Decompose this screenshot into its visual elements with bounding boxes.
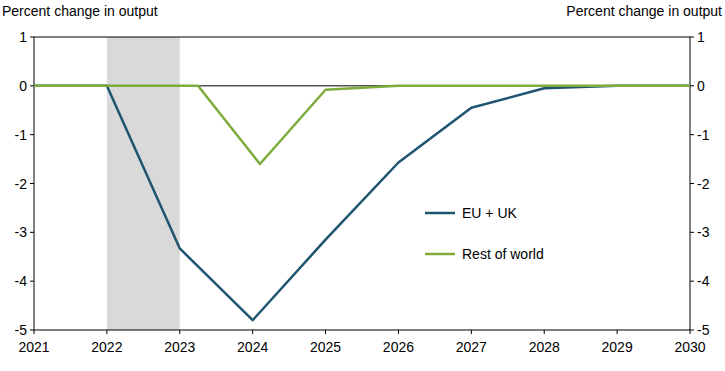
lines-group xyxy=(34,86,690,320)
y-tick-label: -1 xyxy=(15,127,28,143)
shaded-period xyxy=(107,37,180,330)
y-tick-label: -4 xyxy=(15,273,28,289)
y-tick xyxy=(30,330,34,331)
legend-label: EU + UK xyxy=(462,205,518,221)
x-tick-label: 2029 xyxy=(602,339,633,355)
y2-tick-label: 0 xyxy=(697,78,705,94)
x-tick-label: 2026 xyxy=(383,339,414,355)
y2-tick xyxy=(690,134,694,135)
x-tick xyxy=(471,330,472,334)
x-tick xyxy=(252,330,253,334)
x-tick xyxy=(34,330,35,334)
y2-tick-label: -5 xyxy=(697,322,710,338)
y2-tick-label: -4 xyxy=(697,273,710,289)
legend-label: Rest of world xyxy=(462,246,544,262)
x-tick-label: 2021 xyxy=(18,339,49,355)
y2-tick xyxy=(690,37,694,38)
y-tick xyxy=(30,183,34,184)
y-tick xyxy=(30,85,34,86)
x-tick xyxy=(398,330,399,334)
y2-tick xyxy=(690,281,694,282)
y-tick xyxy=(30,134,34,135)
x-tick-label: 2030 xyxy=(674,339,705,355)
y2-tick xyxy=(690,330,694,331)
shade-group xyxy=(107,37,180,330)
y2-tick-label: 1 xyxy=(697,29,705,45)
y2-tick xyxy=(690,183,694,184)
y-tick-label: -3 xyxy=(15,224,28,240)
y-tick-label: -5 xyxy=(15,322,28,338)
x-tick-label: 2024 xyxy=(237,339,268,355)
series-line xyxy=(34,86,690,164)
y2-tick xyxy=(690,85,694,86)
x-tick-label: 2023 xyxy=(164,339,195,355)
series-line xyxy=(34,86,690,320)
legend-swatch xyxy=(425,253,455,256)
x-tick xyxy=(179,330,180,334)
x-tick xyxy=(690,330,691,334)
y-tick xyxy=(30,281,34,282)
x-tick xyxy=(544,330,545,334)
y2-tick xyxy=(690,232,694,233)
y2-tick-label: -3 xyxy=(697,224,710,240)
x-tick xyxy=(325,330,326,334)
y-tick-label: 1 xyxy=(19,29,27,45)
y-tick xyxy=(30,232,34,233)
y2-tick-label: -2 xyxy=(697,176,710,192)
y2-tick-label: -1 xyxy=(697,127,710,143)
x-tick-label: 2027 xyxy=(456,339,487,355)
x-tick-label: 2022 xyxy=(91,339,122,355)
chart: -5 -5 -4 -4 -3 -3 -2 -2 -1 -1 0 0 1 1 2021 2022 2023 2024… xyxy=(0,0,725,371)
plot-frame xyxy=(34,37,690,330)
y-tick-label: -2 xyxy=(15,176,28,192)
x-tick-label: 2025 xyxy=(310,339,341,355)
x-tick xyxy=(106,330,107,334)
legend-swatch xyxy=(425,212,455,215)
y-axis-label: Percent change in output xyxy=(2,3,158,19)
y2-axis-label: Percent change in output xyxy=(566,3,722,19)
y-tick xyxy=(30,37,34,38)
x-tick xyxy=(617,330,618,334)
x-tick-label: 2028 xyxy=(529,339,560,355)
y-tick-label: 0 xyxy=(19,78,27,94)
